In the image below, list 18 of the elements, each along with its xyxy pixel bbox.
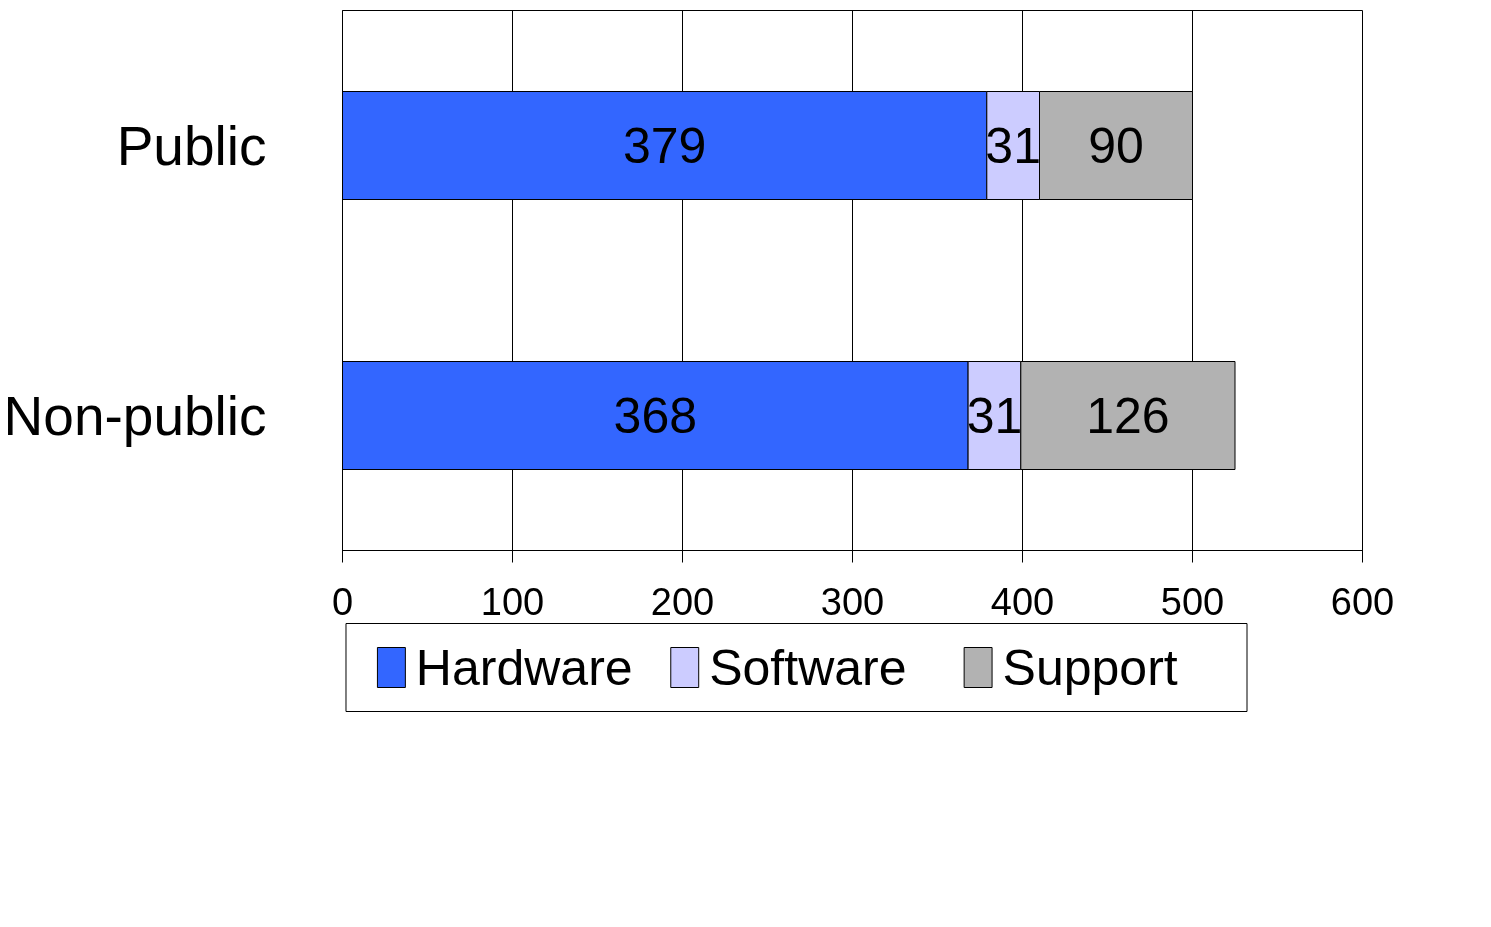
data-label: 31 (966, 388, 1023, 444)
data-label: 126 (1086, 388, 1170, 444)
y-tick-label: Non-public (3, 384, 267, 447)
y-tick-label: Public (116, 114, 267, 177)
data-label: 379 (622, 118, 707, 174)
data-label: 90 (1088, 118, 1144, 174)
x-tick-label: 100 (480, 580, 545, 623)
x-tick-label: 400 (990, 580, 1055, 623)
legend-label: Support (1002, 639, 1178, 696)
x-tick-label: 500 (1160, 580, 1225, 623)
data-label: 31 (985, 118, 1041, 174)
data-label: 368 (613, 388, 698, 444)
x-tick-label: 0 (331, 580, 354, 623)
x-tick-label: 200 (650, 580, 715, 623)
legend-label: Hardware (415, 639, 633, 696)
legend-label: Software (709, 639, 907, 696)
x-tick-label: 600 (1330, 580, 1395, 623)
x-tick-label: 300 (820, 580, 885, 623)
